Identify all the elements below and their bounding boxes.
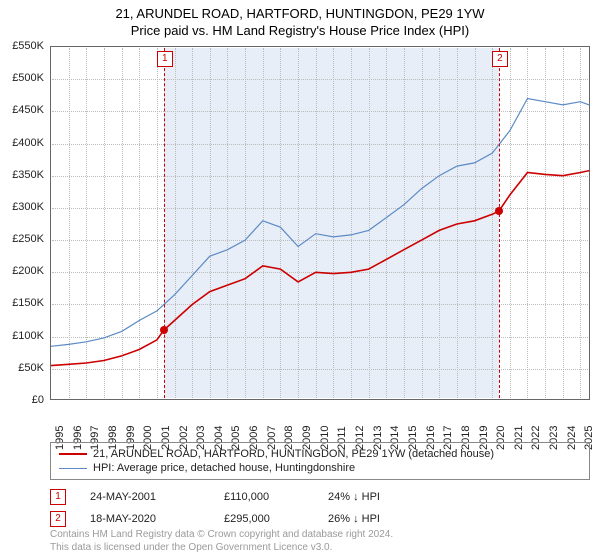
- y-tick-label: £450K: [0, 104, 44, 116]
- y-tick-label: £100K: [0, 330, 44, 342]
- footer-line2: This data is licensed under the Open Gov…: [50, 541, 393, 554]
- marker-line-1: [164, 48, 165, 398]
- hpi-line: [51, 99, 589, 347]
- y-tick-label: £400K: [0, 137, 44, 149]
- legend-row-hpi: HPI: Average price, detached house, Hunt…: [59, 461, 581, 475]
- sale-row-1: 1 24-MAY-2001 £110,000 24% ↓ HPI: [50, 486, 380, 508]
- plot-box: 12: [50, 46, 590, 400]
- legend-label-hpi: HPI: Average price, detached house, Hunt…: [93, 462, 355, 474]
- legend-row-property: 21, ARUNDEL ROAD, HARTFORD, HUNTINGDON, …: [59, 447, 581, 461]
- sale-delta-1: 24% ↓ HPI: [328, 491, 380, 503]
- series-svg: [51, 47, 591, 401]
- sale-marker-1: 1: [50, 489, 66, 505]
- property-line: [51, 171, 589, 366]
- sale-date-2: 18-MAY-2020: [90, 513, 200, 525]
- legend-label-property: 21, ARUNDEL ROAD, HARTFORD, HUNTINGDON, …: [93, 448, 494, 460]
- sale-price-2: £295,000: [224, 513, 304, 525]
- marker-box-2: 2: [492, 51, 508, 67]
- sale-rows: 1 24-MAY-2001 £110,000 24% ↓ HPI 2 18-MA…: [50, 486, 380, 530]
- sale-delta-2: 26% ↓ HPI: [328, 513, 380, 525]
- sale-row-2: 2 18-MAY-2020 £295,000 26% ↓ HPI: [50, 508, 380, 530]
- sale-price-1: £110,000: [224, 491, 304, 503]
- y-tick-label: £250K: [0, 233, 44, 245]
- y-tick-label: £0: [0, 394, 44, 406]
- chart-area: 12 £0£50K£100K£150K£200K£250K£300K£350K£…: [50, 46, 590, 400]
- title-block: 21, ARUNDEL ROAD, HARTFORD, HUNTINGDON, …: [0, 0, 600, 38]
- footer-text: Contains HM Land Registry data © Crown c…: [50, 528, 393, 554]
- title-main: 21, ARUNDEL ROAD, HARTFORD, HUNTINGDON, …: [0, 6, 600, 21]
- sale-dot-2: [495, 207, 503, 215]
- footer-line1: Contains HM Land Registry data © Crown c…: [50, 528, 393, 541]
- marker-box-1: 1: [157, 51, 173, 67]
- y-tick-label: £50K: [0, 362, 44, 374]
- y-tick-label: £500K: [0, 72, 44, 84]
- chart-container: 21, ARUNDEL ROAD, HARTFORD, HUNTINGDON, …: [0, 0, 600, 560]
- title-sub: Price paid vs. HM Land Registry's House …: [0, 23, 600, 38]
- y-tick-label: £300K: [0, 201, 44, 213]
- y-tick-label: £550K: [0, 40, 44, 52]
- sale-dot-1: [160, 326, 168, 334]
- y-tick-label: £350K: [0, 169, 44, 181]
- legend-swatch-hpi: [59, 468, 87, 469]
- y-tick-label: £150K: [0, 297, 44, 309]
- sale-marker-2: 2: [50, 511, 66, 527]
- y-tick-label: £200K: [0, 265, 44, 277]
- marker-line-2: [499, 48, 500, 398]
- legend-swatch-property: [59, 453, 87, 455]
- sale-date-1: 24-MAY-2001: [90, 491, 200, 503]
- legend-box: 21, ARUNDEL ROAD, HARTFORD, HUNTINGDON, …: [50, 442, 590, 480]
